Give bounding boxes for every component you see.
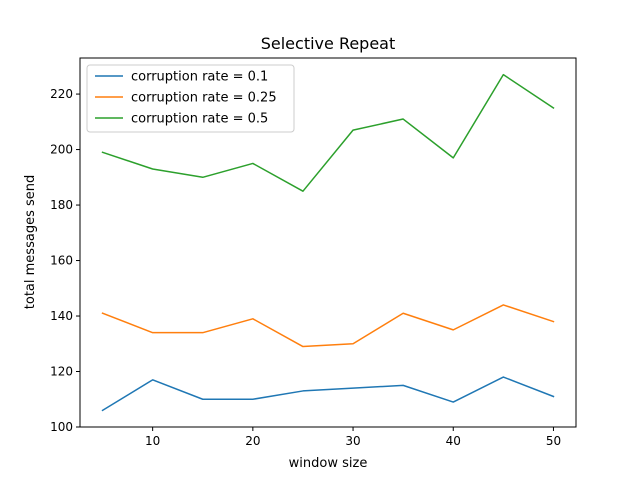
x-tick-label: 10 <box>145 434 160 448</box>
series-lines <box>101 73 555 412</box>
y-tick-label: 220 <box>50 87 73 101</box>
y-tick-label: 160 <box>50 254 73 268</box>
y-axis-label: total messages send <box>23 175 38 309</box>
x-tick-label: 40 <box>446 434 461 448</box>
legend-label: corruption rate = 0.5 <box>131 112 268 127</box>
axis-ticks: 10 20 30 40 50 100 120 140 160 180 200 220 <box>50 87 561 448</box>
series-line-1 <box>101 376 555 412</box>
legend-label: corruption rate = 0.25 <box>131 91 277 106</box>
legend: corruption rate = 0.1 corruption rate = 0… <box>86 64 295 133</box>
y-tick-label: 180 <box>50 198 73 212</box>
legend-box <box>86 64 295 133</box>
x-tick-label: 20 <box>245 434 260 448</box>
x-tick-label: 50 <box>546 434 561 448</box>
plot-frame <box>79 57 577 428</box>
x-tick-label: 30 <box>345 434 360 448</box>
series-line-3 <box>101 73 555 192</box>
y-tick-label: 100 <box>50 420 73 434</box>
legend-label: corruption rate = 0.1 <box>131 70 268 85</box>
y-tick-label: 200 <box>50 143 73 157</box>
series-line-2 <box>101 304 555 348</box>
y-tick-label: 120 <box>50 365 73 379</box>
x-axis-label: window size <box>289 456 368 471</box>
chart-title: Selective Repeat <box>261 34 396 53</box>
y-tick-label: 140 <box>50 309 73 323</box>
